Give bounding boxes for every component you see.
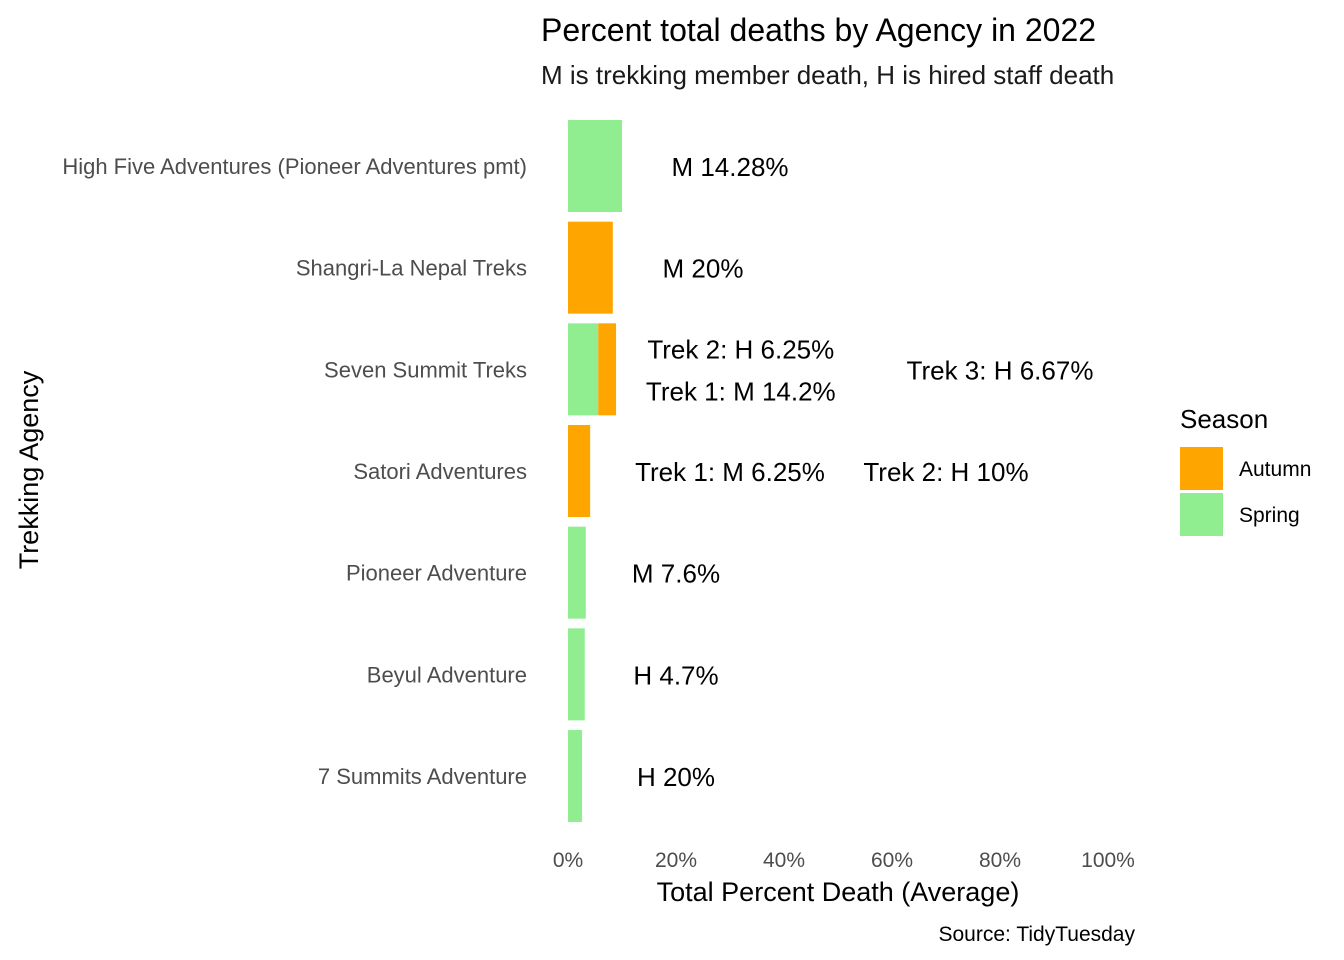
y-tick-label-seven-summit-treks: Seven Summit Treks	[324, 357, 527, 382]
legend: Season Autumn Spring	[1180, 404, 1311, 536]
x-tick-label-80pct: 80%	[979, 849, 1021, 872]
bar-seven-summit-treks-autumn	[598, 323, 617, 416]
bar-7-summits-adventure-spring	[568, 730, 583, 823]
bar-shangri-la-nepal-treks-autumn	[568, 221, 613, 314]
caption: Source: TidyTuesday	[939, 923, 1136, 946]
annotation-label-7: Trek 2: H 10%	[863, 457, 1028, 487]
bars-group	[568, 120, 622, 823]
bar-seven-summit-treks-spring	[568, 323, 599, 416]
y-axis-title: Trekking Agency	[14, 370, 44, 569]
x-tick-label-20pct: 20%	[655, 849, 697, 872]
legend-label-spring: Spring	[1239, 504, 1300, 527]
bar-beyul-adventure-spring	[568, 628, 585, 721]
annotation-label-3: Trek 2: H 6.25%	[647, 334, 834, 364]
legend-title: Season	[1180, 404, 1268, 434]
bar-pioneer-adventure-spring	[568, 526, 586, 619]
x-axis-ticks: 0% 20% 40% 60% 80% 100%	[553, 849, 1135, 872]
y-tick-label-satori-adventures: Satori Adventures	[353, 459, 527, 484]
y-axis-ticks: High Five Adventures (Pioneer Adventures…	[62, 154, 527, 789]
annotation-label-5: Trek 3: H 6.67%	[907, 355, 1094, 385]
legend-entries: Autumn Spring	[1180, 447, 1311, 536]
chart-subtitle: M is trekking member death, H is hired s…	[541, 60, 1114, 90]
y-tick-label-beyul-adventure: Beyul Adventure	[367, 662, 527, 687]
annotation-label-9: H 4.7%	[633, 660, 718, 690]
annotations-group: M 14.28% M 20% Trek 2: H 6.25% Trek 1: M 14…	[632, 152, 1094, 792]
x-axis-title: Total Percent Death (Average)	[657, 877, 1020, 907]
annotation-label-10: H 20%	[637, 762, 715, 792]
legend-label-autumn: Autumn	[1239, 458, 1311, 481]
annotation-label-2: M 20%	[663, 254, 744, 284]
y-tick-label-pioneer-adventure: Pioneer Adventure	[346, 561, 527, 586]
y-tick-label-shangri-la-nepal-treks: Shangri-La Nepal Treks	[296, 256, 527, 281]
y-tick-label-high-five-adventures-pioneer-adventures-pmt: High Five Adventures (Pioneer Adventures…	[62, 154, 527, 179]
bar-satori-adventures-autumn	[568, 425, 591, 518]
y-tick-label-7-summits-adventure: 7 Summits Adventure	[318, 764, 527, 789]
legend-key-spring	[1180, 493, 1223, 536]
annotation-label-8: M 7.6%	[632, 559, 720, 589]
annotation-label-6: Trek 1: M 6.25%	[635, 457, 825, 487]
bar-high-five-adventures-pioneer-adventures-pmt-spring	[568, 120, 622, 212]
annotation-label-4: Trek 1: M 14.2%	[646, 376, 836, 406]
annotation-label-1: M 14.28%	[671, 152, 788, 182]
x-tick-label-0pct: 0%	[553, 849, 583, 872]
x-tick-label-100pct: 100%	[1081, 849, 1135, 872]
legend-key-autumn	[1180, 447, 1223, 490]
x-tick-label-40pct: 40%	[763, 849, 805, 872]
x-tick-label-60pct: 60%	[871, 849, 913, 872]
chart-title: Percent total deaths by Agency in 2022	[541, 12, 1096, 48]
